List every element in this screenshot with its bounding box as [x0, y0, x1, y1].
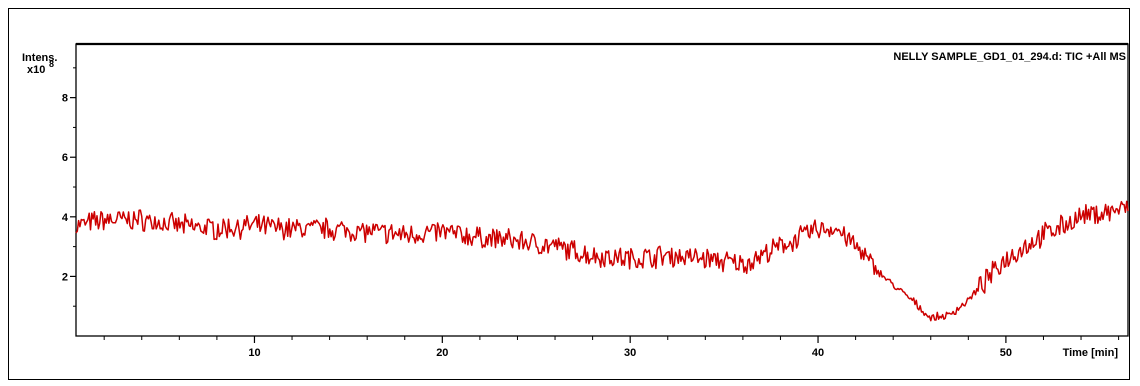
- chart-title: NELLY SAMPLE_GD1_01_294.d: TIC +All MS: [893, 51, 1126, 63]
- y-tick-label: 2: [62, 271, 68, 283]
- y-axis-exponent: 8: [49, 59, 54, 69]
- y-axis-multiplier: x10: [27, 64, 45, 76]
- y-axis-label: Intens.: [22, 52, 57, 64]
- axes: 10 20 30 40 50 2 4 6 8: [62, 42, 1129, 359]
- tic-trace-line: [75, 200, 1129, 322]
- x-axis-label: Time [min]: [1063, 347, 1119, 359]
- y-tick-label: 6: [62, 152, 68, 164]
- x-tick-label: 10: [248, 347, 260, 359]
- plot-series: [75, 200, 1129, 322]
- y-tick-label: 8: [62, 93, 68, 105]
- y-tick-label: 4: [62, 212, 69, 224]
- x-tick-label: 30: [624, 347, 636, 359]
- plot-area-border: [75, 43, 1129, 337]
- x-tick-label: 40: [812, 347, 824, 359]
- x-tick-label: 20: [436, 347, 448, 359]
- x-tick-label: 50: [1000, 347, 1012, 359]
